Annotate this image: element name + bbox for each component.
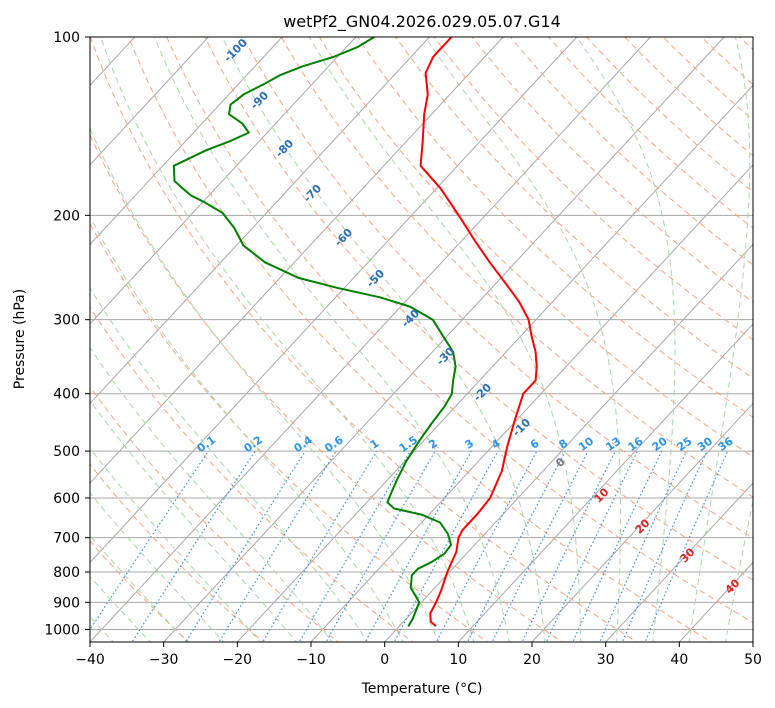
y-tick-label: 400 <box>53 387 80 403</box>
axes: −40 −30 −20 −10 0 10 20 30 40 50 100 200 300 400 500 60… <box>44 30 762 668</box>
moist-adiabat <box>725 498 753 642</box>
x-tick-label: −20 <box>223 652 253 668</box>
x-tick-label: 50 <box>744 652 762 668</box>
dry-adiabat <box>318 37 753 458</box>
dry-adiabat <box>90 37 638 642</box>
isotherm <box>90 37 209 166</box>
x-tick-label: −40 <box>75 652 105 668</box>
dry-adiabat <box>90 306 414 642</box>
isotherm <box>457 323 753 642</box>
isotherm <box>531 402 753 642</box>
isotherm <box>90 37 504 484</box>
mixing-ratio-line <box>185 450 306 642</box>
x-tick-label: 30 <box>597 652 615 668</box>
moist-adiabat <box>154 37 510 642</box>
moist-adiabat <box>90 216 404 642</box>
isotherm <box>90 37 283 246</box>
moist-adiabat <box>90 346 333 642</box>
dry-adiabat <box>242 37 753 539</box>
dry-adiabat <box>624 37 753 157</box>
x-tick-label: −10 <box>296 652 326 668</box>
x-axis-title: Temperature (°C) <box>361 681 483 697</box>
x-tick-label: 20 <box>523 652 541 668</box>
dry-adiabat <box>547 37 753 229</box>
background-lines <box>90 37 753 642</box>
isotherm <box>163 37 725 642</box>
moist-adiabat <box>576 37 676 642</box>
x-tick-label: 0 <box>380 652 389 668</box>
y-tick-label: 600 <box>53 491 80 507</box>
moist-adiabat <box>90 286 369 642</box>
x-tick-label: 40 <box>670 652 688 668</box>
dry-adiabat <box>90 133 564 642</box>
dewpoint-profile-line <box>172 37 457 627</box>
moist-adiabat <box>308 37 582 642</box>
y-tick-label: 800 <box>53 565 80 581</box>
mixing-ratio-line <box>90 450 209 631</box>
mixing-ratio-line <box>572 450 663 642</box>
mixing-ratio-line <box>466 450 566 642</box>
moist-adiabat <box>424 37 622 642</box>
y-tick-label: 200 <box>53 208 80 224</box>
moist-adiabat <box>90 126 440 642</box>
isotherm <box>384 243 753 642</box>
mixing-ratio-line <box>393 450 499 642</box>
y-tick-label: 300 <box>53 313 80 329</box>
isotherm <box>90 37 430 405</box>
y-tick-label: 500 <box>53 444 80 460</box>
moist-adiabat <box>90 399 297 642</box>
mixing-ratio-line <box>218 450 337 642</box>
dry-adiabat <box>433 37 753 341</box>
x-tick-label: 10 <box>449 652 467 668</box>
moist-adiabat <box>100 37 475 642</box>
y-tick-label: 900 <box>53 595 80 611</box>
mixing-ratio-line <box>545 450 639 642</box>
x-tick-label: −30 <box>149 652 179 668</box>
dry-adiabat <box>204 37 753 581</box>
mixing-ratio-line <box>298 450 411 642</box>
isotherm <box>236 84 753 642</box>
dry-adiabat <box>90 463 265 642</box>
y-axis-title: Pressure (hPa) <box>12 289 28 389</box>
y-tick-label: 700 <box>53 531 80 547</box>
isotherm <box>90 37 578 564</box>
y-tick-label: 100 <box>53 30 80 46</box>
moist-adiabat <box>688 37 751 642</box>
moist-adiabat <box>221 37 546 642</box>
isotherm <box>605 482 753 642</box>
dry-adiabat <box>166 37 753 624</box>
profile-lines <box>172 37 538 627</box>
temperature-profile-line <box>419 37 538 627</box>
dry-adiabat <box>586 37 753 193</box>
dry-adiabat <box>280 37 753 498</box>
y-tick-label: 1000 <box>44 622 80 638</box>
dry-adiabat <box>128 37 713 642</box>
dry-adiabat <box>90 222 489 642</box>
chart-title: wetPf2_GN04.2026.029.05.07.G14 <box>283 12 561 32</box>
isotherm <box>90 37 651 642</box>
mixing-ratio-line <box>131 450 256 642</box>
dry-adiabat <box>357 37 753 418</box>
mixing-ratio-line <box>435 450 538 642</box>
dry-adiabat <box>395 37 753 379</box>
isotherm <box>310 164 753 642</box>
plot-frame <box>89 36 754 643</box>
